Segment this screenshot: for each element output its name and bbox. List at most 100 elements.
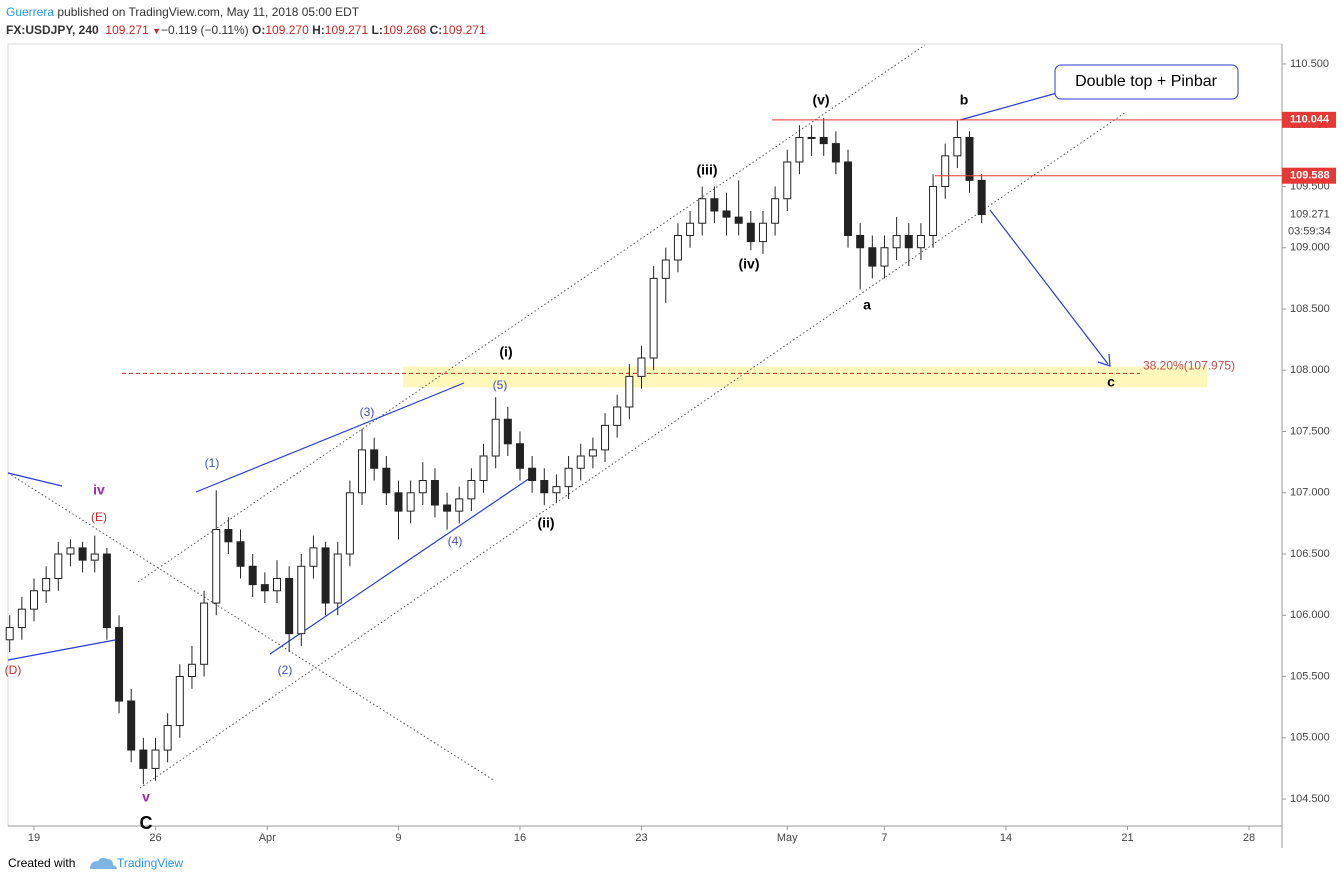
candle-body <box>880 247 889 267</box>
candle-body <box>17 608 26 629</box>
candle-body <box>686 222 695 236</box>
candle-body <box>90 553 99 561</box>
candle-body <box>491 418 500 457</box>
candle-body <box>260 584 269 592</box>
level-badge <box>1282 167 1336 184</box>
candle-body <box>953 136 962 157</box>
last-price: 109.271 <box>1290 208 1330 220</box>
x-tick-label: 16 <box>514 832 526 844</box>
y-tick-label: 110.500 <box>1290 58 1329 70</box>
candle-body <box>844 161 853 236</box>
level-badge <box>1282 111 1336 128</box>
x-tick-label: Apr <box>259 832 276 844</box>
candle-body <box>139 749 148 769</box>
x-tick-label: 26 <box>149 832 161 844</box>
y-tick-label: 104.500 <box>1290 793 1330 805</box>
wave: (D) <box>5 663 22 677</box>
wave: (iii) <box>697 162 718 178</box>
x-tick-label: 7 <box>881 832 887 844</box>
candle-body <box>309 547 318 567</box>
candle-body <box>430 480 439 506</box>
x-tick-label: 23 <box>635 832 647 844</box>
candle-body <box>345 492 354 555</box>
h: 109.271 <box>324 23 369 37</box>
candle-body <box>42 578 51 592</box>
wave: (5) <box>493 378 508 392</box>
candle-body <box>333 553 342 604</box>
symbol: FX:USDJPY, 240 <box>6 23 99 37</box>
candle-body <box>552 486 561 494</box>
callout-box <box>1054 64 1239 100</box>
h-label: H: <box>312 23 325 37</box>
wave: iv <box>93 482 105 498</box>
candle-body <box>370 449 379 469</box>
candle-body <box>54 553 63 580</box>
candle-body <box>515 443 524 469</box>
wave: C <box>140 813 153 833</box>
footer-brand[interactable]: TradingView <box>117 856 183 870</box>
candle-body <box>102 553 111 629</box>
candle-body <box>649 277 658 359</box>
candle-body <box>831 143 840 163</box>
candle-body <box>601 424 610 451</box>
candle-body <box>576 455 585 469</box>
candle-body <box>929 185 938 236</box>
candle-body <box>795 136 804 163</box>
l-label: L: <box>371 23 383 37</box>
callout: Double top + Pinbar <box>1075 73 1218 90</box>
logo <box>90 857 117 869</box>
candle-body <box>297 565 306 635</box>
candle-body <box>151 749 160 769</box>
candle-body <box>115 627 124 702</box>
candle-body <box>856 234 865 249</box>
candle-body <box>127 700 136 751</box>
candle-body <box>443 504 452 512</box>
y-tick-label: 107.000 <box>1290 487 1330 499</box>
last: 109.271 <box>105 23 149 37</box>
candle-body <box>187 663 196 678</box>
candle-body <box>819 136 828 145</box>
y-tick-label: 105.500 <box>1290 670 1330 682</box>
candle-body <box>758 222 767 243</box>
candle-body <box>248 565 257 586</box>
author[interactable]: Guerrera <box>6 5 55 19</box>
candle-body <box>212 529 221 604</box>
candle-body <box>5 627 14 641</box>
y-tick-label: 109.000 <box>1290 242 1330 254</box>
wave: (1) <box>205 456 220 470</box>
x-tick-label: 28 <box>1243 832 1255 844</box>
candle-body <box>698 198 707 224</box>
countdown: 03:59:34 <box>1288 225 1331 237</box>
candle-body <box>66 547 75 555</box>
candle-body <box>479 455 488 482</box>
candle-body <box>771 198 780 224</box>
fib-label: 38.20%(107.975) <box>1143 358 1235 372</box>
trend-lines <box>7 92 1111 661</box>
candle-body <box>977 179 986 216</box>
published: published on TradingView.com, May 11, 20… <box>57 5 360 19</box>
candle-body <box>734 216 743 224</box>
candle-body <box>661 259 670 279</box>
candle-body <box>321 547 330 604</box>
wave: (i) <box>499 344 512 360</box>
x-tick-label: 21 <box>1121 832 1133 844</box>
wave: c <box>1107 374 1115 390</box>
candle-body <box>272 578 281 592</box>
candle-body <box>746 222 755 243</box>
candle-body <box>236 541 245 567</box>
candle-body <box>503 418 512 445</box>
candle-body <box>916 234 925 249</box>
y-tick-label: 108.000 <box>1290 364 1330 376</box>
x-tick-label: May <box>777 832 798 844</box>
header: Guerrera published on TradingView.com, M… <box>6 5 486 37</box>
candle-body <box>588 449 597 457</box>
plot-frame <box>7 43 1283 827</box>
y-tick-label: 106.000 <box>1290 609 1330 621</box>
candle-body <box>540 480 549 494</box>
candle-body <box>673 234 682 261</box>
wave: (4) <box>448 534 463 548</box>
level-label: 110.044 <box>1290 114 1330 126</box>
y-tick-label: 107.500 <box>1290 425 1330 437</box>
wave: a <box>863 297 871 313</box>
x-tick-label: 14 <box>1000 832 1012 844</box>
